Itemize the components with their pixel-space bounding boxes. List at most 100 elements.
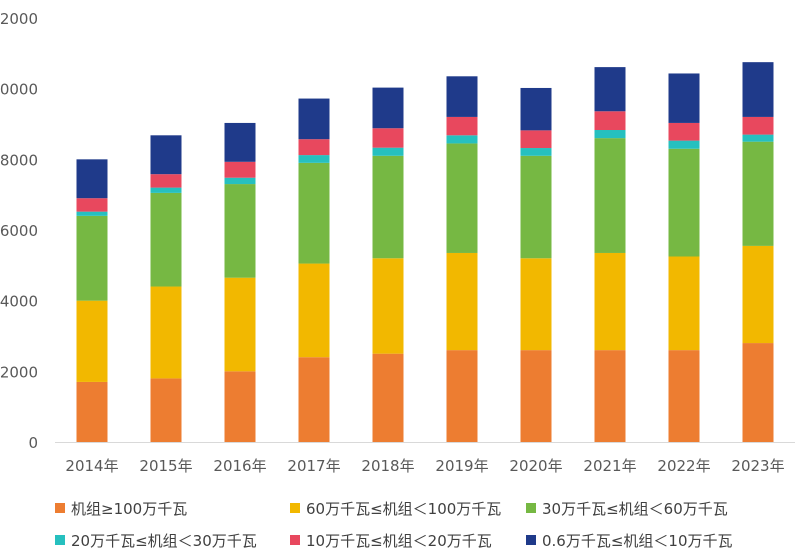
bar-segment xyxy=(520,130,552,149)
bars xyxy=(76,62,774,442)
bar-segment xyxy=(76,211,108,216)
bar-segment xyxy=(520,350,552,442)
y-tick-label: 8000 xyxy=(0,151,38,169)
x-tick-label: 2019年 xyxy=(435,457,488,475)
bar-segment xyxy=(150,192,182,287)
y-tick-label: 4000 xyxy=(0,293,38,311)
bar-segment xyxy=(668,140,700,149)
y-tick-label: 0 xyxy=(28,434,38,452)
bar-segment xyxy=(742,343,774,442)
bar-segment xyxy=(668,350,700,442)
bar-segment xyxy=(372,147,404,156)
bar-segment xyxy=(520,258,552,351)
bar-segment xyxy=(298,98,330,140)
legend-item: 30万千瓦≤机组＜60万千瓦 xyxy=(526,498,728,518)
legend-label: 60万千瓦≤机组＜100万千瓦 xyxy=(306,499,502,518)
legend-item: 60万千瓦≤机组＜100万千瓦 xyxy=(290,498,501,518)
bar-segment xyxy=(372,353,404,442)
bar-segment xyxy=(76,381,108,442)
bar-segment xyxy=(298,155,330,163)
x-tick-label: 2015年 xyxy=(139,457,192,475)
legend-swatch xyxy=(55,535,65,545)
bar-segment xyxy=(520,148,552,156)
legend-swatch xyxy=(290,503,300,513)
bar-segment xyxy=(76,159,108,199)
x-tick-label: 2018年 xyxy=(361,457,414,475)
bar-segment xyxy=(594,130,626,139)
y-tick-label: 12000 xyxy=(0,10,38,28)
bar-segment xyxy=(298,357,330,442)
bar-segment xyxy=(742,62,774,117)
x-tick-label: 2017年 xyxy=(287,457,340,475)
bar-segment xyxy=(668,148,700,257)
legend-label: 0.6万千瓦≤机组＜10万千瓦 xyxy=(542,531,733,550)
bar-segment xyxy=(594,138,626,253)
bar-segment xyxy=(150,187,182,193)
bar-segment xyxy=(372,87,404,129)
legend-label: 机组≥100万千瓦 xyxy=(71,499,188,518)
bar-segment xyxy=(298,139,330,156)
x-tick-label: 2023年 xyxy=(731,457,784,475)
bar-segment xyxy=(742,245,774,344)
y-tick-label: 6000 xyxy=(0,222,38,240)
bar-segment xyxy=(224,161,256,178)
bar-segment xyxy=(668,256,700,351)
stacked-bar-chart: 020004000600080001000012000 2014年2015年20… xyxy=(0,10,795,475)
bar-segment xyxy=(372,155,404,259)
bar-segment xyxy=(594,252,626,351)
y-tick-label: 2000 xyxy=(0,363,38,381)
bar-segment xyxy=(76,198,108,212)
bar-segment xyxy=(742,141,774,246)
bar-segment xyxy=(594,350,626,442)
bar-segment xyxy=(224,177,256,185)
bar-segment xyxy=(594,111,626,131)
bar-segment xyxy=(224,184,256,278)
bar-segment xyxy=(298,263,330,358)
bar-segment xyxy=(668,73,700,123)
bar-segment xyxy=(742,134,774,142)
bar-segment xyxy=(742,116,774,135)
bar-segment xyxy=(446,252,478,351)
x-tick-label: 2022年 xyxy=(657,457,710,475)
bar-segment xyxy=(446,350,478,442)
legend-item: 10万千瓦≤机组＜20万千瓦 xyxy=(290,530,492,550)
bar-segment xyxy=(520,155,552,259)
bar-segment xyxy=(594,67,626,112)
bar-segment xyxy=(150,174,182,188)
x-tick-label: 2021年 xyxy=(583,457,636,475)
x-axis: 2014年 2015年 2016年 2017年 2018年 2019年 2020年 2021年… xyxy=(65,457,784,475)
x-tick-label: 2020年 xyxy=(509,457,562,475)
legend-label: 10万千瓦≤机组＜20万千瓦 xyxy=(306,531,492,550)
legend-item: 20万千瓦≤机组＜30万千瓦 xyxy=(55,530,257,550)
legend-swatch xyxy=(55,503,65,513)
legend: 机组≥100万千瓦 60万千瓦≤机组＜100万千瓦 30万千瓦≤机组＜60万千瓦 20… xyxy=(0,494,803,554)
bar-segment xyxy=(76,215,108,301)
bar-segment xyxy=(150,135,182,175)
legend-item: 机组≥100万千瓦 xyxy=(55,498,187,518)
legend-item: 0.6万千瓦≤机组＜10万千瓦 xyxy=(526,530,733,550)
legend-label: 20万千瓦≤机组＜30万千瓦 xyxy=(71,531,257,550)
y-tick-label: 10000 xyxy=(0,81,38,99)
x-tick-label: 2016年 xyxy=(213,457,266,475)
bar-segment xyxy=(298,162,330,264)
legend-label: 30万千瓦≤机组＜60万千瓦 xyxy=(542,499,728,518)
bar-segment xyxy=(224,371,256,442)
bar-segment xyxy=(150,286,182,379)
bar-segment xyxy=(446,135,478,144)
bar-segment xyxy=(224,122,256,162)
bar-segment xyxy=(446,76,478,117)
bar-segment xyxy=(150,378,182,442)
bar-segment xyxy=(372,258,404,354)
bar-segment xyxy=(446,143,478,253)
bar-segment xyxy=(446,116,478,136)
bar-segment xyxy=(668,122,700,141)
legend-swatch xyxy=(526,503,536,513)
x-tick-label: 2014年 xyxy=(65,457,118,475)
legend-swatch xyxy=(290,535,300,545)
bar-segment xyxy=(76,300,108,382)
y-axis: 0 2000 4000 6000 8000 10000 12000 xyxy=(0,10,38,452)
bar-segment xyxy=(372,128,404,148)
bar-segment xyxy=(520,87,552,131)
legend-swatch xyxy=(526,535,536,545)
bar-segment xyxy=(224,277,256,372)
